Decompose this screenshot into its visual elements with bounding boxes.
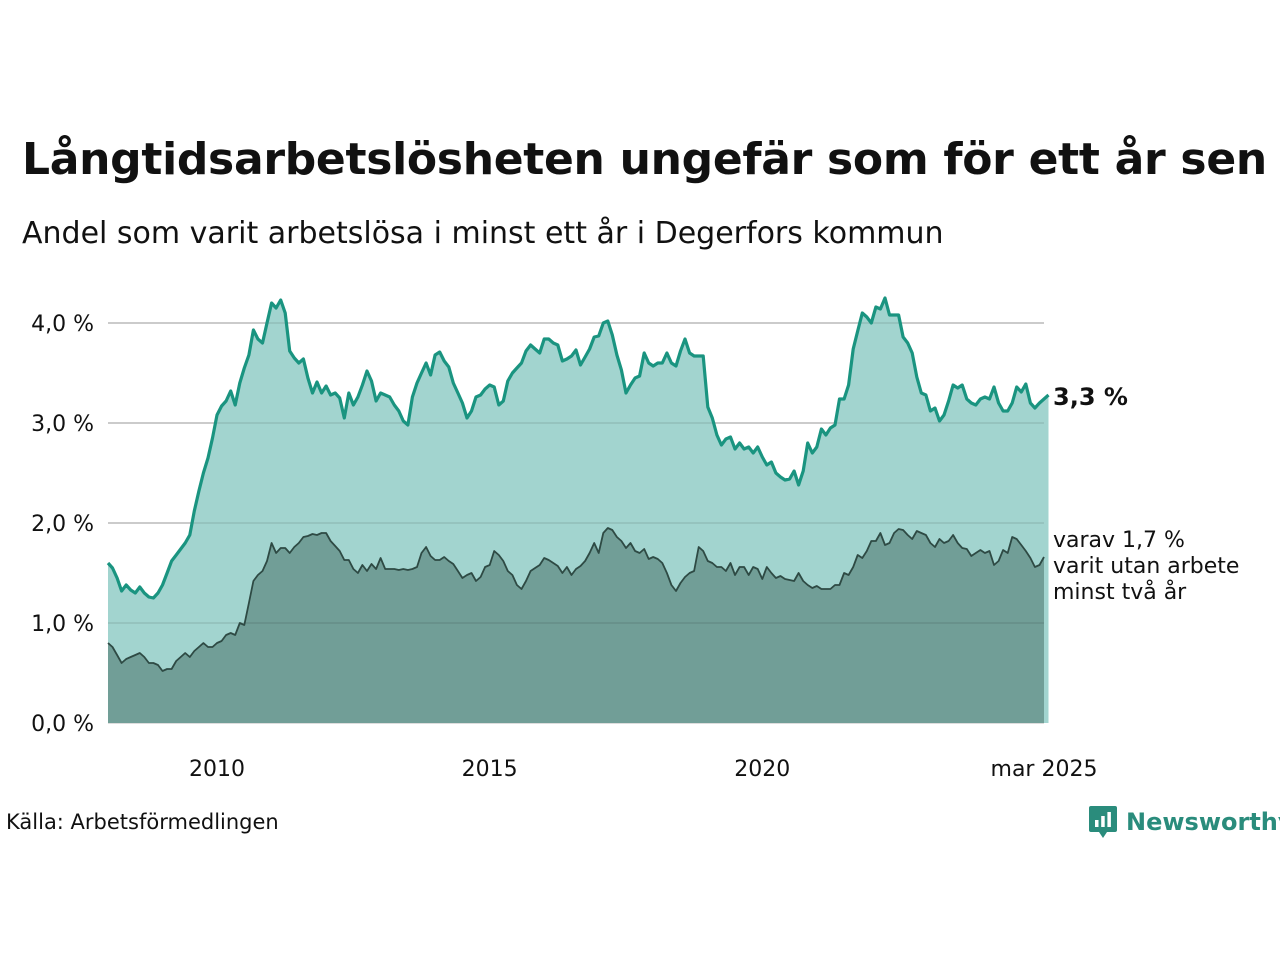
source-note: Källa: Arbetsförmedlingen (6, 810, 279, 834)
chart-subtitle: Andel som varit arbetslösa i minst ett å… (22, 216, 944, 251)
x-axis-ticks: 2010 2015 2020 mar 2025 (189, 757, 1097, 782)
brand-name: Newsworthy (1126, 808, 1280, 836)
end-value-label: 3,3 % (1053, 383, 1128, 411)
x-tick-label: 2010 (189, 757, 245, 782)
newsworthy-logo-icon (1089, 806, 1117, 838)
y-tick-label: 4,0 % (31, 312, 94, 337)
y-tick-label: 3,0 % (31, 412, 94, 437)
grid-overlay-layer (108, 322, 1044, 624)
y-axis-ticks: 0,0 % 1,0 % 2,0 % 3,0 % 4,0 % (31, 312, 94, 737)
line-minst-ett-ar (106, 296, 1050, 600)
y-tick-label: 2,0 % (31, 512, 94, 537)
x-tick-label: 2020 (734, 757, 790, 782)
sub-series-label-line-1: varav 1,7 % (1053, 528, 1185, 553)
brand-logo[interactable]: Newsworthy (1088, 804, 1280, 840)
line-minst-tva-ar (107, 527, 1045, 672)
y-tick-label: 1,0 % (31, 612, 94, 637)
y-tick-label: 0,0 % (31, 712, 94, 737)
chart-title: Långtidsarbetslösheten ungefär som för e… (22, 134, 1267, 185)
x-tick-label: mar 2025 (991, 757, 1098, 782)
x-tick-label: 2015 (462, 757, 518, 782)
sub-series-label-line-2: varit utan arbete (1053, 554, 1239, 579)
area-minst-tva-ar (108, 528, 1044, 723)
sub-series-label-line-3: minst två år (1053, 579, 1187, 605)
